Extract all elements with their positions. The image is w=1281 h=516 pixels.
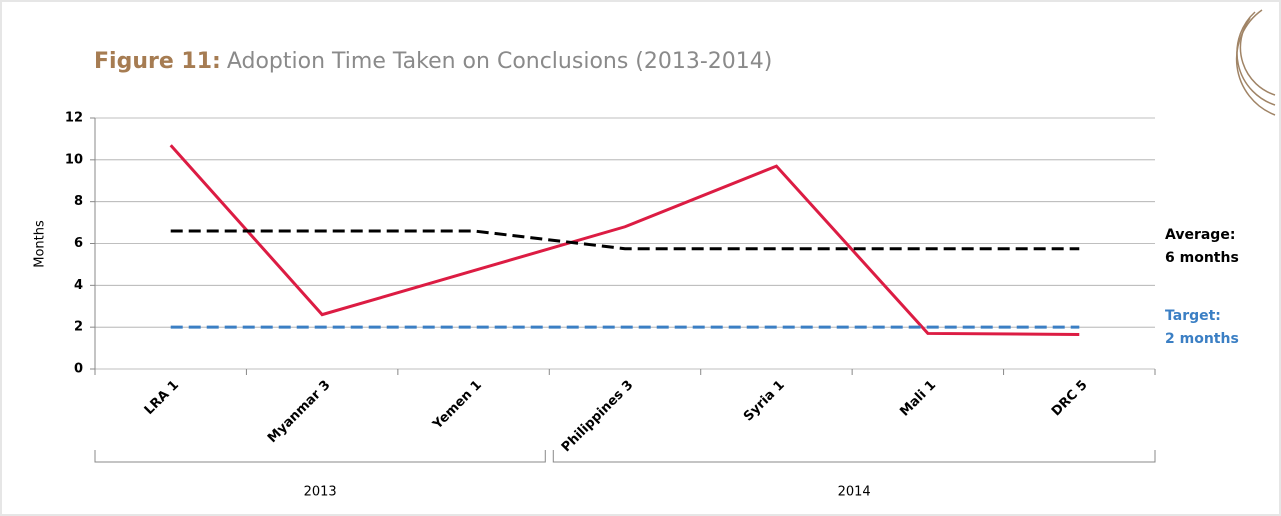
annotation: 6 months [1165,250,1239,266]
y-tick-label: 12 [65,111,83,126]
group-bracket [94,450,546,463]
series-line [170,229,1080,251]
title-text: Adoption Time Taken on Conclusions (2013… [227,49,773,74]
y-tick-label: 2 [74,320,83,335]
y-tick-label: 4 [74,278,83,293]
annotation: Target: [1165,308,1221,324]
y-tick-label: 6 [74,236,83,251]
decoration [1235,9,1276,116]
y-tick-label: 0 [74,362,83,377]
annotation: Average: [1165,227,1235,243]
title-prefix: Figure 11: [94,49,221,74]
y-axis-label: Months [33,220,48,268]
group-label: 2014 [838,485,871,500]
y-tick-label: 10 [65,152,83,167]
group-bracket [552,450,1156,463]
series-line [169,144,1080,336]
y-tick-label: 8 [74,194,83,209]
group-label: 2013 [304,485,337,500]
annotation: 2 months [1165,331,1239,347]
chart-title: Figure 11: Adoption Time Taken on Conclus… [94,49,772,74]
